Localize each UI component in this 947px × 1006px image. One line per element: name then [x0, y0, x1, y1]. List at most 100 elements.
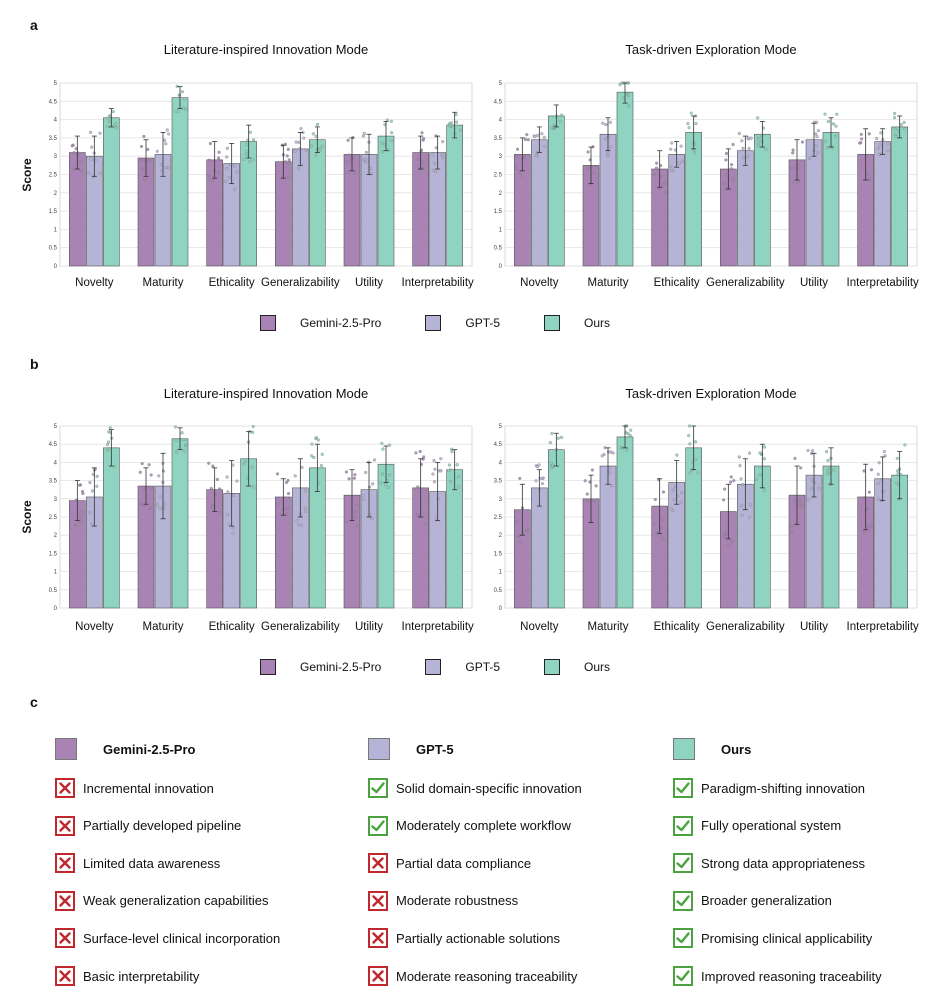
column-title: Ours: [721, 741, 752, 757]
data-point: [653, 497, 657, 502]
bar-ours: [309, 139, 326, 267]
data-point: [518, 476, 522, 481]
data-point: [142, 134, 146, 138]
data-point: [806, 448, 810, 453]
data-point: [457, 475, 461, 479]
data-point: [107, 119, 112, 123]
data-point: [796, 180, 800, 184]
y-tick-label: 2.5: [49, 173, 58, 179]
data-point: [515, 147, 520, 151]
data-point: [361, 134, 365, 138]
data-point: [383, 483, 388, 487]
data-point: [149, 485, 153, 490]
data-point: [626, 93, 631, 98]
y-tick-label: 3: [54, 497, 58, 503]
data-point: [217, 156, 221, 160]
data-point: [523, 137, 527, 142]
data-point: [361, 493, 365, 498]
data-point: [302, 136, 306, 140]
data-point: [182, 97, 187, 101]
y-tick-label: 0.5: [494, 588, 503, 594]
data-point: [659, 174, 663, 178]
legend-a: Gemini-2.5-Pro GPT-5 Ours: [260, 315, 654, 331]
data-point: [294, 140, 298, 144]
y-tick-label: 2: [54, 191, 58, 197]
data-point: [606, 152, 610, 157]
data-point: [303, 506, 307, 510]
chart-title: Literature-inspired Innovation Mode: [164, 386, 369, 401]
data-point: [353, 510, 357, 514]
data-point: [90, 522, 94, 526]
data-point: [106, 116, 110, 121]
chart-title: Task-driven Exploration Mode: [625, 386, 796, 401]
y-tick-label: 3.5: [494, 479, 503, 485]
data-point: [95, 484, 99, 488]
data-point: [381, 447, 385, 451]
data-point: [361, 158, 365, 162]
data-point: [432, 459, 436, 463]
data-point: [814, 144, 818, 148]
data-point: [414, 451, 418, 455]
legend-item-gpt: GPT-5: [425, 315, 500, 331]
data-point: [354, 503, 359, 507]
data-point: [520, 174, 524, 178]
data-point: [155, 149, 159, 153]
data-point: [764, 147, 768, 152]
bar-ours: [171, 97, 189, 267]
data-point: [248, 130, 252, 134]
y-tick-label: 1: [54, 227, 58, 233]
data-point: [686, 122, 690, 126]
data-point: [353, 473, 357, 477]
y-tick-label: 3.5: [49, 479, 58, 485]
data-point: [609, 450, 613, 454]
check-icon: [673, 853, 693, 874]
comparison-text: Fully operational system: [701, 818, 842, 834]
data-point: [791, 180, 795, 184]
x-tick-label: Generalizability: [261, 277, 340, 289]
data-point: [371, 482, 375, 486]
data-point: [211, 505, 215, 509]
data-point: [604, 123, 608, 127]
data-point: [741, 146, 745, 150]
data-point: [251, 424, 255, 429]
x-tick-label: Utility: [355, 621, 383, 633]
data-point: [439, 457, 443, 461]
data-point: [800, 140, 805, 144]
data-point: [311, 132, 315, 136]
comparison-row: Incremental innovation: [55, 778, 214, 798]
data-point: [346, 138, 350, 142]
data-point: [865, 172, 869, 176]
data-point: [724, 158, 728, 162]
data-point: [587, 498, 592, 502]
x-tick-label: Ethicality: [209, 621, 255, 633]
y-tick-label: 2: [499, 533, 503, 539]
legend-swatch-gemini: [260, 315, 276, 331]
y-tick-label: 2.5: [49, 515, 58, 521]
comparison-text: Partially developed pipeline: [83, 818, 242, 834]
cross-icon: [55, 853, 75, 874]
data-point: [526, 138, 530, 142]
data-point: [799, 466, 803, 470]
data-point: [603, 137, 608, 141]
data-point: [654, 166, 659, 170]
data-point: [732, 479, 736, 483]
data-point: [875, 136, 879, 141]
data-point: [729, 480, 733, 484]
data-point: [670, 141, 674, 145]
data-point: [380, 441, 384, 445]
data-point: [166, 166, 171, 170]
data-point: [447, 463, 452, 467]
x-tick-label: Maturity: [588, 621, 629, 633]
data-point: [217, 171, 221, 175]
data-point: [605, 149, 610, 153]
comparison-text: Basic interpretability: [83, 968, 200, 984]
column-swatch: [55, 738, 77, 760]
data-point: [173, 425, 178, 429]
data-point: [867, 132, 871, 136]
data-point: [275, 502, 280, 506]
data-point: [88, 480, 92, 485]
data-point: [661, 183, 665, 187]
data-point: [807, 156, 812, 160]
data-point: [380, 472, 385, 476]
data-point: [71, 143, 75, 147]
